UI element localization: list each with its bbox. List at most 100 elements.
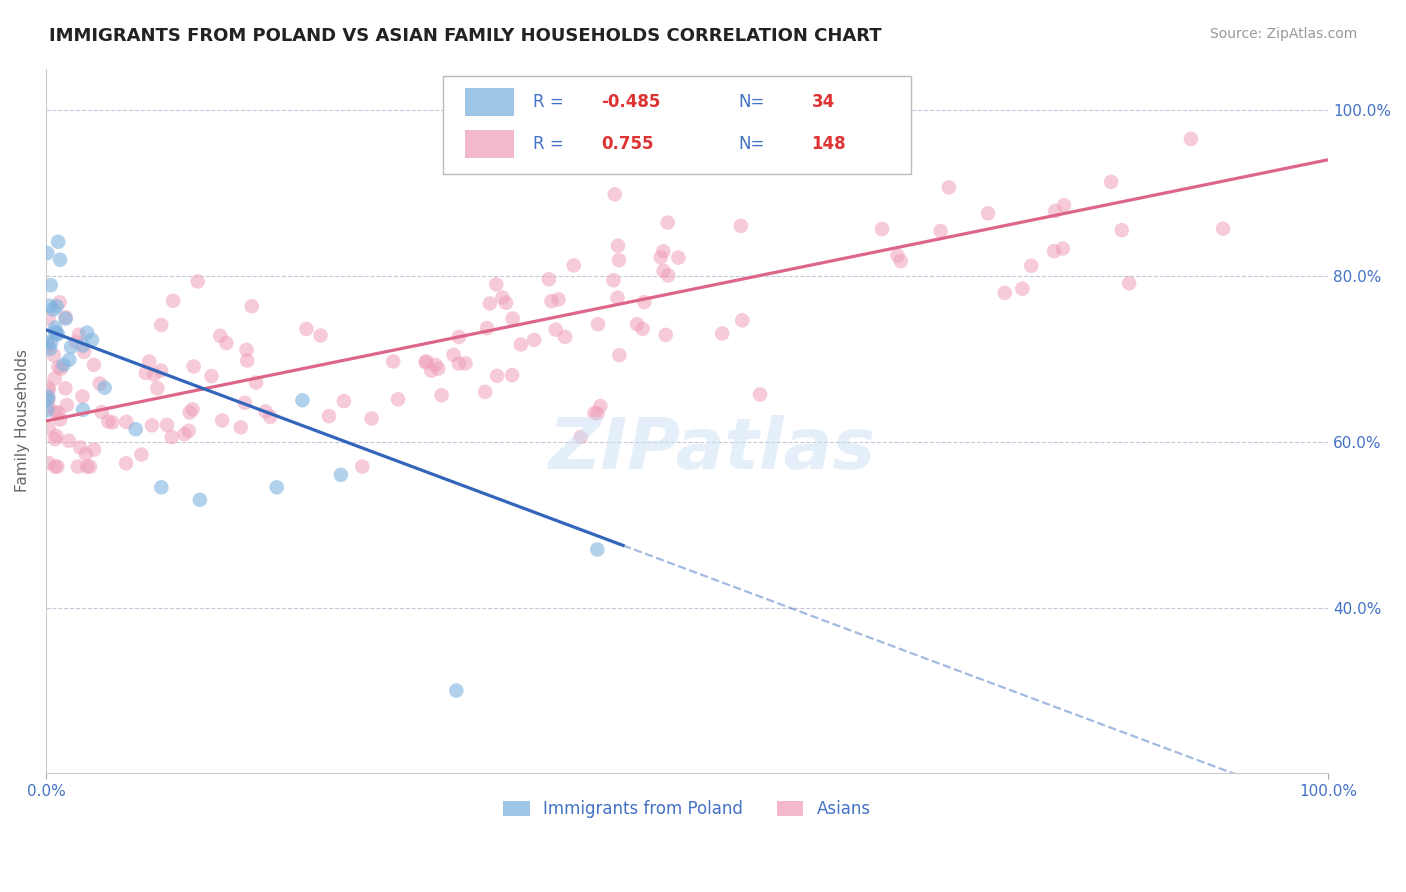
Point	[631, 322, 654, 336]
Point	[115, 415, 138, 429]
Point	[606, 291, 628, 305]
Point	[1019, 259, 1042, 273]
Point	[45, 299, 67, 313]
Point	[427, 361, 450, 376]
Point	[655, 327, 678, 342]
Point	[603, 187, 626, 202]
Point	[160, 430, 183, 444]
Point	[55, 311, 77, 326]
Point	[569, 430, 592, 444]
Point	[633, 295, 655, 310]
Point	[181, 402, 204, 417]
Point	[46, 459, 69, 474]
Point	[666, 251, 689, 265]
Point	[89, 376, 111, 391]
Text: 148: 148	[811, 135, 846, 153]
Point	[76, 459, 98, 474]
Point	[135, 366, 157, 380]
Point	[66, 459, 89, 474]
Point	[509, 337, 531, 351]
Point	[82, 333, 104, 347]
Point	[266, 480, 288, 494]
Text: N=: N=	[738, 93, 765, 111]
Point	[42, 348, 65, 362]
Point	[141, 418, 163, 433]
Point	[537, 272, 560, 286]
Point	[491, 291, 513, 305]
Point	[38, 456, 60, 470]
Point	[44, 432, 66, 446]
Point	[209, 328, 232, 343]
Point	[602, 273, 624, 287]
Point	[886, 249, 908, 263]
Point	[447, 357, 470, 371]
Point	[73, 344, 96, 359]
Point	[46, 360, 69, 375]
Point	[38, 392, 60, 406]
Point	[447, 330, 470, 344]
Point	[259, 409, 281, 424]
Point	[485, 277, 508, 292]
Point	[58, 434, 80, 448]
Point	[101, 416, 124, 430]
Point	[44, 320, 66, 334]
Point	[97, 414, 120, 428]
Point	[188, 492, 211, 507]
Point	[1111, 223, 1133, 237]
Point	[48, 406, 70, 420]
Point	[1180, 132, 1202, 146]
Point	[731, 313, 754, 327]
Point	[387, 392, 409, 407]
Point	[44, 371, 66, 385]
Point	[446, 683, 468, 698]
Point	[352, 459, 374, 474]
Point	[236, 353, 259, 368]
Point	[657, 268, 679, 283]
Text: R =: R =	[533, 135, 564, 153]
Point	[39, 278, 62, 293]
Point	[652, 264, 675, 278]
Point	[44, 405, 66, 419]
Point	[72, 338, 94, 352]
Point	[69, 441, 91, 455]
Point	[657, 216, 679, 230]
Point	[626, 317, 648, 331]
Point	[60, 340, 83, 354]
Point	[38, 299, 60, 313]
Point	[650, 250, 672, 264]
Point	[586, 542, 609, 557]
Point	[586, 407, 609, 421]
Point	[583, 406, 606, 420]
Point	[83, 442, 105, 457]
Point	[1118, 277, 1140, 291]
Point	[48, 295, 70, 310]
Text: 0.755: 0.755	[602, 135, 654, 153]
Point	[38, 383, 60, 397]
Point	[37, 403, 59, 417]
Point	[56, 398, 79, 412]
Text: Source: ZipAtlas.com: Source: ZipAtlas.com	[1209, 27, 1357, 41]
Point	[1045, 204, 1067, 219]
Text: R =: R =	[533, 93, 564, 111]
Point	[1011, 282, 1033, 296]
Point	[229, 420, 252, 434]
Point	[37, 335, 59, 350]
Text: -0.485: -0.485	[602, 93, 661, 111]
Point	[42, 302, 65, 317]
Point	[523, 333, 546, 347]
Point	[245, 376, 267, 390]
Point	[138, 354, 160, 368]
Y-axis label: Family Households: Family Households	[15, 350, 30, 492]
Point	[486, 368, 509, 383]
Point	[79, 459, 101, 474]
Point	[318, 409, 340, 424]
Point	[162, 293, 184, 308]
Point	[994, 285, 1017, 300]
Point	[430, 388, 453, 402]
Point	[37, 390, 59, 404]
Point	[125, 422, 148, 436]
Point	[44, 459, 66, 474]
Point	[143, 368, 166, 382]
Point	[329, 467, 352, 482]
Point	[150, 363, 173, 377]
